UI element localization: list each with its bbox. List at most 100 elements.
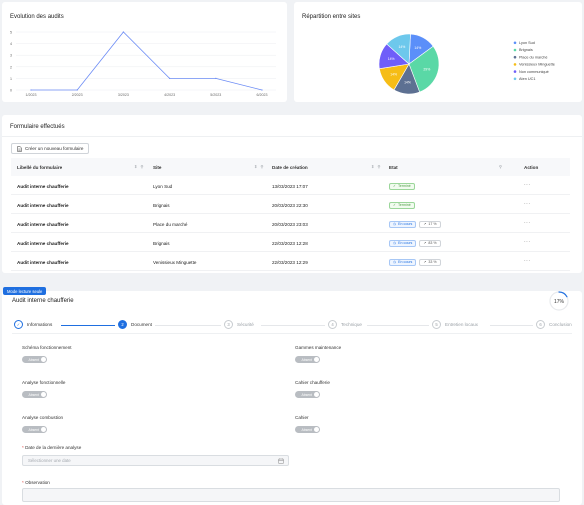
- trend-up-icon: ↗: [423, 222, 427, 226]
- cell-date: 20/03/2023 23:03: [272, 221, 308, 227]
- table-row[interactable]: Audit interne chaufferie Venissieux Mingu…: [11, 253, 570, 271]
- step-connector: [260, 325, 325, 326]
- forms-title: Formulaire effectués: [10, 124, 65, 130]
- date-placeholder: Sélectionner une date: [28, 458, 71, 463]
- legend-label: Lyon Sud: [519, 41, 535, 45]
- more-actions-icon[interactable]: ···: [524, 258, 531, 264]
- legend-label: Venissieux Minguette: [519, 63, 555, 67]
- cell-date: 20/03/2023 22:30: [272, 202, 308, 208]
- field-cahier-label: Cahier: [295, 415, 309, 420]
- legend-label: Aten UC1: [519, 77, 535, 81]
- cell-label: Audit interne chaufferie: [17, 221, 69, 227]
- document-icon: [17, 145, 22, 152]
- field-cahier-chauff-label: Cahier chaufferie: [295, 380, 330, 385]
- progress-text: 17 %: [428, 222, 437, 226]
- date-input[interactable]: Sélectionner une date: [22, 455, 289, 466]
- col-date-header: Date de création: [272, 164, 308, 170]
- step-number: 3: [224, 320, 233, 329]
- audit-title: Audit interne chaufferie: [12, 298, 74, 304]
- toggle-schema[interactable]: Absent: [22, 356, 47, 363]
- toggle-gammes[interactable]: Absent: [295, 356, 320, 363]
- y-tick-label: 2: [10, 65, 12, 69]
- series-line: [31, 31, 263, 91]
- x-tick-label: 6/2023: [257, 93, 268, 97]
- step-number: 5: [432, 320, 441, 329]
- legend-marker: [513, 48, 517, 52]
- check-circle-icon: ✓: [393, 203, 397, 207]
- table-row[interactable]: Audit interne chaufferie Brignais 20/03/20…: [11, 196, 570, 214]
- sort-filter-icon[interactable]: ⇕ ⚲: [254, 164, 265, 169]
- field-analyse-fonc-label: Analyse fonctionnelle: [22, 380, 66, 385]
- forms-table-header: Libellé du formulaire ⇕ ⚲ Site ⇕ ⚲ Date …: [11, 158, 570, 176]
- x-tick-label: 5/2023: [210, 93, 221, 97]
- col-action-header: Action: [524, 164, 539, 170]
- step-4[interactable]: 4 Technique: [328, 320, 362, 329]
- cell-site: Place du marché: [153, 221, 188, 227]
- legend-marker: [513, 70, 517, 73]
- legend-label: Non communiqué: [519, 70, 549, 74]
- step-label: Informations: [27, 322, 53, 327]
- slice-label: 14%: [398, 45, 405, 49]
- step-connector: [61, 325, 115, 326]
- slice-label: 29%: [423, 67, 430, 71]
- legend-label: Brignais: [519, 48, 533, 52]
- observation-label: * Observation: [22, 480, 50, 485]
- toggle-analyse-comb[interactable]: Absent: [22, 426, 47, 433]
- legend-marker: [513, 63, 517, 66]
- toggle-analyse-fonc[interactable]: Absent: [22, 391, 47, 398]
- cell-status: ◷ En cours ↗ 17 %: [389, 215, 441, 233]
- more-actions-icon[interactable]: ···: [524, 182, 531, 188]
- create-form-button[interactable]: Créer un nouveau formulaire: [11, 143, 90, 154]
- required-mark: *: [22, 480, 26, 485]
- table-row[interactable]: Audit interne chaufferie Place du marché 2…: [11, 215, 570, 233]
- toggle-cahier-chauff[interactable]: Absent: [295, 391, 320, 398]
- step-connector: [367, 325, 429, 326]
- sort-filter-icon[interactable]: ⇕ ⚲: [134, 164, 145, 169]
- step-5[interactable]: 5 Entretien locaux: [432, 320, 478, 329]
- col-status-header: Etat: [389, 164, 398, 170]
- table-row[interactable]: Audit interne chaufferie Brignais 22/03/20…: [11, 234, 570, 252]
- evolution-chart: 0 1 2 3 4 5 1/2023 2/2023 3/2023 4/2023 5/2023 6/2…: [10, 31, 276, 97]
- sort-filter-icon[interactable]: ⇕ ⚲: [371, 164, 382, 169]
- cell-site: Lyon Sud: [153, 183, 173, 189]
- step-1[interactable]: ✓ Informations: [14, 320, 52, 329]
- status-badge: ◷ En cours: [389, 220, 417, 228]
- cell-label: Audit interne chaufferie: [17, 240, 69, 246]
- calendar-icon: [278, 458, 284, 464]
- slice-label: 14%: [390, 73, 397, 77]
- cell-site: Brignais: [153, 202, 170, 208]
- table-row[interactable]: Audit interne chaufferie Lyon Sud 13/03/20…: [11, 177, 570, 195]
- field-gammes-label: Gammes maintenance: [295, 345, 342, 350]
- required-mark: *: [22, 445, 26, 450]
- step-connector: [154, 325, 221, 326]
- x-tick-label: 2/2023: [72, 93, 83, 97]
- status-text: Terminé: [398, 203, 411, 207]
- more-actions-icon[interactable]: ···: [524, 201, 531, 207]
- evolution-card: Evolution des audits 0 1 2 3 4 5 1/2023 2/2023…: [2, 2, 287, 102]
- step-3[interactable]: 3 Sécurité: [224, 320, 254, 329]
- slice-label: 14%: [404, 81, 411, 85]
- cell-status: ◷ En cours ↗ 83 %: [389, 234, 441, 252]
- step-connector: [489, 325, 533, 326]
- steps-divider: [12, 333, 572, 334]
- status-badge: ✓ Terminé: [389, 201, 415, 209]
- forms-divider: [2, 136, 582, 137]
- step-2[interactable]: 2 Document: [118, 320, 152, 329]
- status-text: En cours: [398, 222, 413, 226]
- data-point: [169, 77, 171, 79]
- y-tick-label: 0: [10, 89, 12, 93]
- more-actions-icon[interactable]: ···: [524, 220, 531, 226]
- status-text: Terminé: [398, 184, 411, 188]
- evolution-title: Evolution des audits: [10, 14, 64, 20]
- more-actions-icon[interactable]: ···: [524, 239, 531, 245]
- progress-ring-label: 17%: [554, 299, 565, 305]
- legend-marker: [513, 55, 517, 59]
- data-point: [122, 31, 124, 33]
- toggle-cahier[interactable]: Absent: [295, 426, 320, 433]
- step-6[interactable]: 6 Conclusion: [536, 320, 572, 329]
- y-tick-label: 3: [10, 54, 12, 58]
- audit-detail-card: [2, 291, 582, 505]
- progress-ring: 17%: [549, 291, 569, 311]
- progress-text: 83 %: [428, 241, 437, 245]
- filter-icon[interactable]: ⚲: [499, 164, 503, 169]
